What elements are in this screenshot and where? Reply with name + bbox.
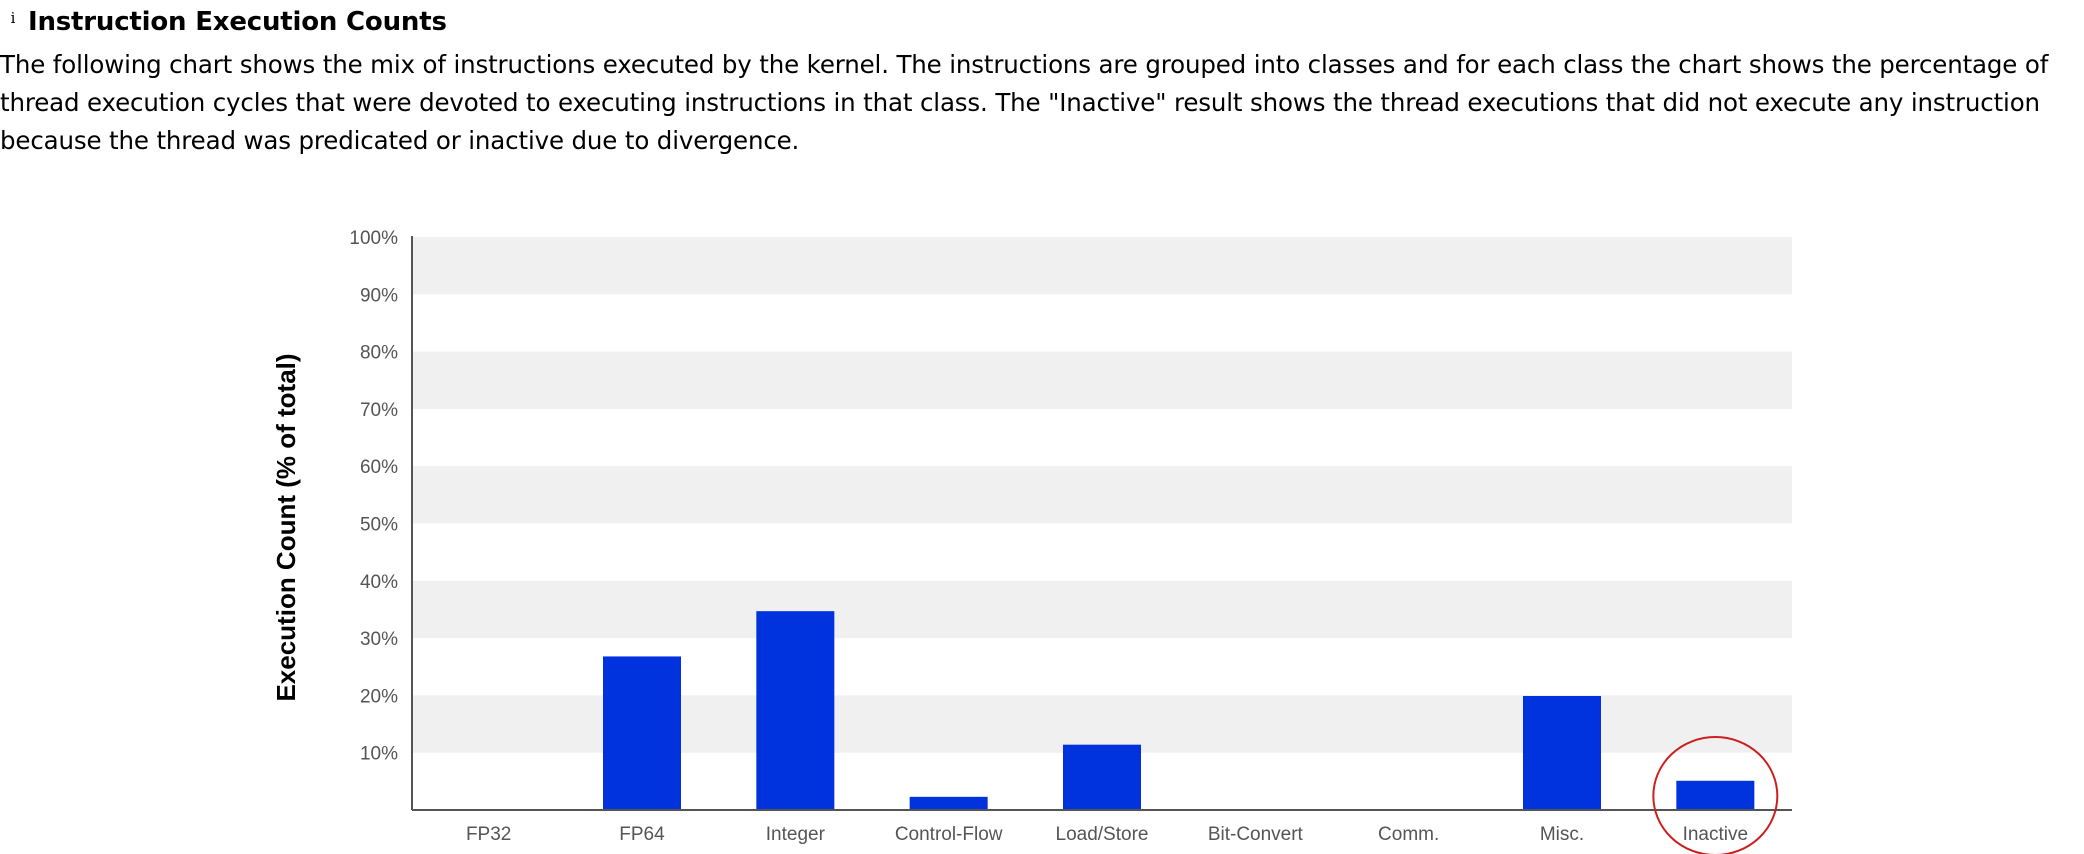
- y-tick-label: 60%: [360, 457, 398, 478]
- y-axis-label: Execution Count (% of total): [271, 353, 301, 701]
- bar[interactable]: [1063, 744, 1141, 810]
- x-tick-label: Integer: [766, 824, 826, 845]
- y-tick-labels: 10% 20% 30% 40% 50% 60% 70% 80% 90% 100%: [349, 228, 398, 765]
- info-icon[interactable]: i: [10, 9, 16, 27]
- y-tick-label: 10%: [360, 744, 398, 765]
- y-tick-label: 100%: [349, 228, 398, 249]
- section-header: i Instruction Execution Counts: [0, 2, 447, 42]
- bar[interactable]: [1523, 695, 1601, 810]
- bar[interactable]: [756, 611, 835, 810]
- bar[interactable]: [603, 656, 681, 810]
- annotations: [1652, 736, 1779, 854]
- x-tick-label: Bit-Convert: [1208, 824, 1304, 845]
- x-tick-labels: FP32 FP64 Integer Control-Flow Load/Store Bit…: [466, 824, 1748, 845]
- bars: [603, 611, 1755, 810]
- bar[interactable]: [909, 796, 988, 810]
- annotation-circle: [1652, 736, 1779, 854]
- x-tick-label: Comm.: [1378, 824, 1439, 845]
- y-tick-label: 30%: [360, 629, 398, 650]
- y-tick-label: 40%: [360, 572, 398, 593]
- y-tick-label: 80%: [360, 343, 398, 364]
- section-title: Instruction Execution Counts: [28, 7, 447, 37]
- section-description: The following chart shows the mix of ins…: [0, 50, 2049, 155]
- grid-band: [412, 351, 1792, 409]
- x-tick-label: Inactive: [1683, 824, 1748, 845]
- y-tick-label: 90%: [360, 285, 398, 306]
- y-tick-label: 70%: [360, 400, 398, 421]
- x-tick-label: FP64: [619, 824, 665, 845]
- grid-band: [412, 466, 1792, 524]
- grid-band: [412, 237, 1792, 295]
- x-tick-label: FP32: [466, 824, 511, 845]
- axes: [411, 236, 1792, 811]
- bar[interactable]: [1676, 780, 1755, 810]
- x-tick-label: Load/Store: [1056, 824, 1149, 845]
- grid-band: [412, 580, 1792, 639]
- x-tick-label: Misc.: [1540, 824, 1584, 845]
- x-tick-label: Control-Flow: [895, 824, 1003, 845]
- y-tick-label: 20%: [360, 686, 398, 707]
- y-tick-label: 50%: [360, 515, 398, 536]
